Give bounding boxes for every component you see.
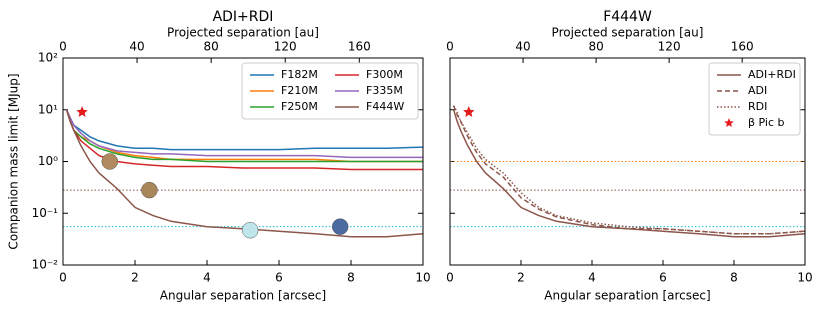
- x2-tick-label: 40: [129, 40, 144, 54]
- legend-label: RDI: [748, 100, 767, 113]
- planet-marker: [331, 218, 349, 235]
- legend-box: [241, 62, 419, 120]
- y-tick-label: 10²: [38, 51, 58, 65]
- companion-marker: [463, 106, 475, 117]
- series-line: [452, 105, 805, 235]
- legend-label: ADI: [748, 84, 767, 97]
- x-tick-label: 4: [203, 271, 211, 285]
- y-tick-label: 10⁰: [38, 154, 58, 168]
- x2-tick-label: 160: [348, 40, 371, 54]
- series-line: [65, 109, 423, 171]
- legend-box: [708, 62, 801, 136]
- legend-label: F444W: [366, 100, 404, 113]
- legend-label: F250M: [281, 100, 318, 113]
- series-line: [65, 109, 423, 151]
- x2-tick-label: 160: [731, 40, 754, 54]
- legend-label: F182M: [281, 68, 318, 81]
- series-line: [65, 109, 423, 159]
- planet-marker: [141, 181, 158, 199]
- series-line: [452, 105, 805, 235]
- series-line: [65, 109, 423, 163]
- x-tick-label: 10: [797, 271, 812, 285]
- x-tick-label: 0: [446, 271, 454, 285]
- y-tick-label: 10⁻²: [32, 258, 59, 272]
- legend-label: F300M: [366, 68, 403, 81]
- x-tick-label: 4: [588, 271, 596, 285]
- x-tick-label: 0: [59, 271, 67, 285]
- legend-label: ADI+RDI: [748, 68, 796, 81]
- x2-tick-label: 80: [204, 40, 219, 54]
- x2-tick-label: 40: [515, 40, 530, 54]
- x2-label: Projected separation [au]: [167, 26, 319, 40]
- planet-marker: [101, 153, 119, 170]
- x2-tick-label: 120: [658, 40, 681, 54]
- y-label: Companion mass limit [MJup]: [7, 73, 21, 249]
- x-tick-label: 6: [659, 271, 667, 285]
- y-tick-label: 10⁻¹: [32, 206, 59, 220]
- x2-tick-label: 120: [274, 40, 297, 54]
- x-tick-label: 6: [275, 271, 283, 285]
- plot-frame: [449, 57, 806, 266]
- x-tick-label: 2: [517, 271, 525, 285]
- chart-title: ADI+RDI: [213, 9, 274, 25]
- y-tick-label: 10¹: [38, 102, 58, 116]
- x-label: Angular separation [arcsec]: [544, 289, 710, 303]
- x-tick-label: 8: [730, 271, 738, 285]
- series-line: [452, 109, 805, 238]
- plot-frame: [62, 57, 424, 266]
- planet-marker: [241, 221, 259, 239]
- legend-swatch: [724, 118, 734, 127]
- x-tick-label: 2: [131, 271, 139, 285]
- x2-tick-label: 80: [588, 40, 603, 54]
- x-label: Angular separation [arcsec]: [160, 289, 326, 303]
- x-tick-label: 10: [415, 271, 430, 285]
- series-line: [65, 109, 423, 238]
- companion-marker: [76, 106, 88, 117]
- x2-tick-label: 0: [59, 40, 67, 54]
- x2-tick-label: 0: [446, 40, 454, 54]
- x2-label: Projected separation [au]: [552, 26, 704, 40]
- legend-label: β Pic b: [748, 116, 785, 129]
- x-tick-label: 8: [347, 271, 355, 285]
- legend-label: F210M: [281, 84, 318, 97]
- chart-title: F444W: [603, 9, 652, 25]
- legend-label: F335M: [366, 84, 403, 97]
